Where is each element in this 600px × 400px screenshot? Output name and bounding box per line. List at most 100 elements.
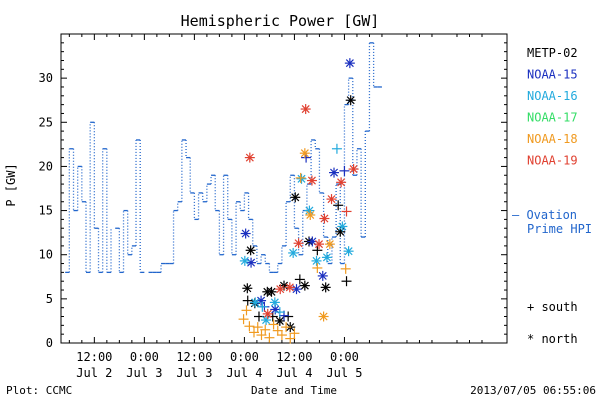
legend: METP-02 NOAA-15 NOAA-16 NOAA-17 NOAA-18 NOAA-…	[527, 46, 578, 168]
x-tick-label-time-2: 12:00	[176, 350, 212, 364]
noaa-16-point	[257, 301, 268, 312]
noaa-18-point	[260, 324, 271, 335]
noaa-15-point	[329, 167, 340, 178]
x-axis-label: Date and Time	[251, 384, 337, 397]
chart-title: Hemispheric Power [GW]	[181, 12, 380, 30]
noaa-18-point	[272, 325, 283, 336]
noaa-18-point	[276, 330, 287, 341]
noaa-15-point	[344, 58, 355, 69]
noaa-15-point	[240, 228, 251, 239]
noaa-19-point	[300, 104, 311, 115]
noaa-16-point	[274, 307, 285, 318]
noaa-18-point	[248, 327, 259, 338]
noaa-19-point	[319, 213, 330, 224]
metp-02-point	[253, 311, 264, 322]
y-axis: 0 5 10 15 20 25 30	[39, 42, 507, 350]
noaa-19-point	[326, 194, 337, 205]
y-tick-label-15: 15	[39, 204, 53, 218]
noaa-19-point	[348, 164, 359, 175]
noaa-16-point	[337, 221, 348, 232]
legend-noaa-17: NOAA-17	[527, 111, 578, 125]
noaa-19-point	[284, 282, 295, 293]
noaa-15-point	[291, 284, 302, 295]
noaa-15-point	[246, 257, 257, 268]
x-tick-label-day-3: Jul 4	[226, 366, 262, 380]
legend-noaa-18: NOAA-18	[527, 132, 578, 146]
noaa-19-point	[314, 239, 325, 250]
metp-02-point	[333, 200, 344, 211]
marker-legend-north: * north	[527, 332, 578, 346]
y-tick-label-20: 20	[39, 159, 53, 173]
x-tick-label-day-1: Jul 3	[126, 366, 162, 380]
noaa-18-point	[324, 239, 335, 250]
y-tick-label-30: 30	[39, 71, 53, 85]
x-tick-label-day-5: Jul 5	[326, 366, 362, 380]
y-tick-label-25: 25	[39, 115, 53, 129]
x-tick-label-time-5: 0:00	[330, 350, 359, 364]
x-tick-label-time-0: 12:00	[76, 350, 112, 364]
noaa-16-point	[250, 297, 261, 308]
x-axis: 12:00 Jul 2 0:00 Jul 3 12:00 Jul 3 0:00 Jul 4 12…	[68, 34, 508, 380]
noaa-16-point	[296, 173, 307, 184]
ovation-hpi-series	[65, 42, 382, 274]
noaa-18-point	[285, 333, 296, 344]
marker-legend-south: + south	[527, 300, 578, 314]
satellite-data-points	[238, 58, 359, 344]
noaa-18-point	[256, 330, 267, 341]
noaa-19-point	[275, 284, 286, 295]
marker-legend: + south * north	[527, 300, 578, 346]
noaa-18-point	[281, 322, 292, 333]
noaa-19-point	[262, 308, 273, 319]
x-tick-label-time-1: 0:00	[130, 350, 159, 364]
metp-02-point	[242, 295, 253, 306]
metp-02-point	[283, 311, 294, 322]
plot-timestamp: 2013/07/05 06:55:06	[470, 384, 596, 397]
metp-02-point	[299, 280, 310, 291]
noaa-19-point	[293, 238, 304, 249]
noaa-15-point	[317, 270, 328, 281]
x-tick-label-time-3: 0:00	[230, 350, 259, 364]
ovation-label-line: – Ovation	[512, 208, 577, 222]
noaa-18-point	[268, 319, 279, 330]
metp-02-point	[290, 192, 301, 203]
noaa-15-point	[339, 165, 350, 176]
noaa-18-point	[312, 262, 323, 273]
noaa-18-point	[305, 209, 316, 220]
y-axis-label: P [GW]	[4, 163, 18, 206]
noaa-18-point	[318, 311, 329, 322]
y-tick-label-5: 5	[46, 292, 53, 306]
noaa-16-point	[311, 255, 322, 266]
ovation-label-line: Prime HPI	[527, 222, 592, 236]
x-tick-label-day-4: Jul 4	[276, 366, 312, 380]
noaa-16-point	[261, 315, 272, 326]
metp-02-point	[320, 282, 331, 293]
plot-frame	[60, 33, 508, 344]
y-tick-label-0: 0	[46, 336, 53, 350]
noaa-18-point	[289, 328, 300, 339]
noaa-16-point	[331, 143, 342, 154]
legend-noaa-15: NOAA-15	[527, 68, 578, 82]
metp-02-point	[266, 286, 277, 297]
noaa-18-point	[340, 263, 351, 274]
noaa-16-point	[269, 297, 280, 308]
legend-noaa-19: NOAA-19	[527, 154, 578, 168]
metp-02-point	[245, 245, 256, 256]
metp-02-point	[312, 245, 323, 256]
noaa-18-point	[264, 332, 275, 343]
y-tick-label-10: 10	[39, 248, 53, 262]
noaa-19-point	[336, 177, 347, 188]
metp-02-point	[345, 95, 356, 106]
plot-credit: Plot: CCMC	[6, 384, 72, 397]
noaa-18-point	[241, 305, 252, 316]
noaa-19-point	[306, 175, 317, 186]
metp-02-point	[341, 276, 352, 287]
noaa-16-point	[288, 247, 299, 258]
metp-02-point	[294, 274, 305, 285]
noaa-18-point	[299, 148, 310, 159]
metp-02-point	[242, 283, 253, 294]
x-tick-label-day-2: Jul 3	[176, 366, 212, 380]
legend-metp-02: METP-02	[527, 46, 578, 60]
noaa-18-point	[252, 322, 263, 333]
